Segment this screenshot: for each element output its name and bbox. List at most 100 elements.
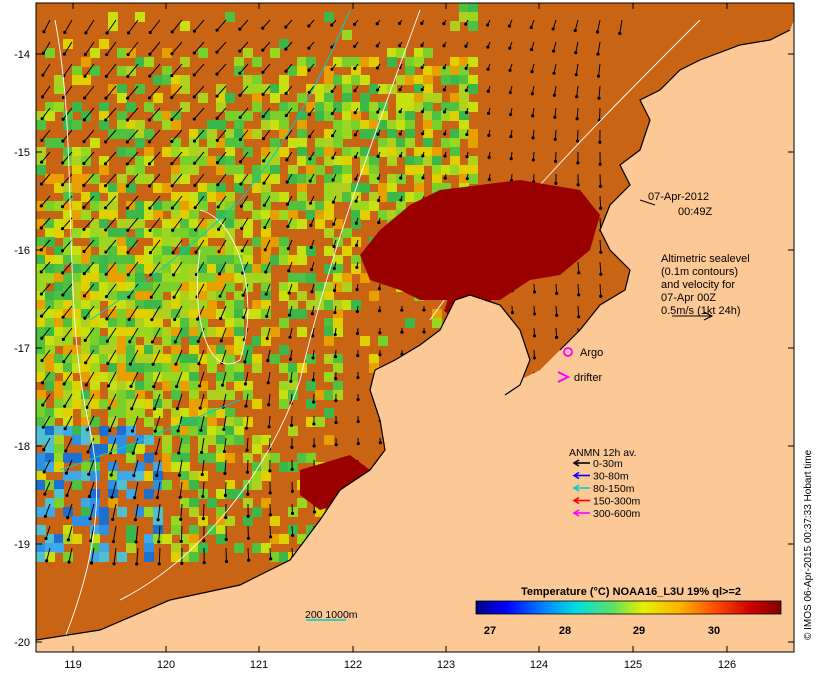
sst-pixel bbox=[459, 120, 469, 130]
sst-pixel bbox=[405, 57, 415, 67]
sst-pixel bbox=[180, 165, 190, 175]
depth-legend-label: 300-600m bbox=[593, 508, 641, 520]
sst-pixel bbox=[153, 507, 163, 517]
velocity-arrowhead bbox=[42, 30, 45, 33]
velocity-arrowhead bbox=[174, 340, 177, 343]
velocity-arrowhead bbox=[40, 292, 43, 295]
velocity-arrowhead bbox=[332, 178, 335, 181]
sst-pixel bbox=[297, 93, 307, 103]
velocity-arrowhead bbox=[170, 74, 173, 77]
velocity-arrowhead bbox=[420, 44, 423, 47]
sst-pixel bbox=[216, 84, 226, 94]
sst-pixel bbox=[207, 498, 217, 508]
velocity-arrowhead bbox=[262, 181, 265, 184]
velocity-arrowhead bbox=[83, 272, 86, 275]
velocity-arrowhead bbox=[288, 313, 291, 316]
sst-pixel bbox=[162, 336, 172, 346]
velocity-arrowhead bbox=[599, 207, 602, 210]
sst-pixel bbox=[252, 363, 262, 373]
sst-pixel bbox=[252, 399, 262, 409]
sst-pixel bbox=[324, 183, 334, 193]
velocity-arrowhead bbox=[574, 51, 577, 54]
sst-pixel bbox=[306, 417, 316, 427]
velocity-arrowhead bbox=[266, 359, 269, 362]
sst-pixel bbox=[225, 273, 235, 283]
sst-pixel bbox=[333, 120, 343, 130]
velocity-arrowhead bbox=[284, 47, 287, 50]
velocity-arrowhead bbox=[552, 27, 555, 30]
sst-pixel bbox=[279, 534, 289, 544]
sst-pixel bbox=[36, 399, 46, 409]
sst-pixel bbox=[63, 318, 73, 328]
sst-pixel bbox=[342, 84, 352, 94]
velocity-arrowhead bbox=[176, 407, 179, 410]
sst-pixel bbox=[315, 417, 325, 427]
velocity-arrowhead bbox=[84, 53, 87, 56]
velocity-arrowhead bbox=[353, 23, 356, 26]
sst-pixel bbox=[324, 390, 334, 400]
velocity-arrowhead bbox=[269, 513, 272, 516]
velocity-arrowhead bbox=[356, 354, 359, 357]
sst-pixel bbox=[279, 291, 289, 301]
velocity-arrowhead bbox=[104, 97, 107, 100]
sst-pixel bbox=[261, 273, 271, 283]
colorbar-tick: 29 bbox=[633, 625, 645, 637]
velocity-arrowhead bbox=[530, 48, 533, 51]
sst-pixel bbox=[72, 480, 82, 490]
sst-pixel bbox=[333, 165, 343, 175]
sst-pixel bbox=[468, 165, 478, 175]
sst-pixel bbox=[225, 453, 235, 463]
sst-pixel bbox=[225, 345, 235, 355]
sst-pixel bbox=[450, 147, 460, 157]
sst-pixel bbox=[117, 408, 127, 418]
velocity-arrowhead bbox=[332, 223, 335, 226]
sst-pixel bbox=[117, 174, 127, 184]
sst-pixel bbox=[90, 48, 100, 58]
sst-pixel bbox=[351, 75, 361, 85]
sst-pixel bbox=[72, 309, 82, 319]
sst-pixel bbox=[306, 354, 316, 364]
velocity-arrowhead bbox=[575, 95, 578, 98]
sst-pixel bbox=[324, 408, 334, 418]
sst-pixel bbox=[396, 75, 406, 85]
sst-pixel bbox=[144, 417, 154, 427]
sst-pixel bbox=[54, 273, 64, 283]
sst-pixel bbox=[81, 273, 91, 283]
velocity-arrowhead bbox=[221, 383, 224, 386]
sst-pixel bbox=[180, 282, 190, 292]
velocity-arrowhead bbox=[157, 540, 160, 543]
sst-pixel bbox=[189, 345, 199, 355]
velocity-arrow bbox=[203, 504, 204, 519]
sst-pixel bbox=[297, 246, 307, 256]
velocity-arrowhead bbox=[333, 267, 336, 270]
sst-pixel bbox=[279, 282, 289, 292]
velocity-arrowhead bbox=[177, 451, 180, 454]
sst-pixel bbox=[450, 75, 460, 85]
sst-pixel bbox=[342, 192, 352, 202]
velocity-arrowhead bbox=[111, 518, 114, 521]
sst-pixel bbox=[81, 255, 91, 265]
sst-pixel bbox=[171, 462, 181, 472]
sst-pixel bbox=[117, 219, 127, 229]
velocity-arrowhead bbox=[399, 110, 402, 113]
velocity-arrowhead bbox=[126, 206, 129, 209]
sst-pixel bbox=[126, 372, 136, 382]
sst-pixel bbox=[171, 120, 181, 130]
sst-pixel bbox=[162, 228, 172, 238]
velocity-arrowhead bbox=[466, 177, 469, 180]
velocity-arrowhead bbox=[240, 205, 243, 208]
sst-pixel bbox=[108, 282, 118, 292]
sst-pixel bbox=[279, 255, 289, 265]
y-tick-label: -20 bbox=[14, 637, 30, 649]
sst-pixel bbox=[342, 165, 352, 175]
x-tick-label: 121 bbox=[250, 659, 268, 671]
velocity-arrowhead bbox=[286, 225, 289, 228]
sst-pixel bbox=[144, 552, 154, 562]
sst-pixel bbox=[324, 138, 334, 148]
velocity-arrowhead bbox=[199, 407, 202, 410]
sst-pixel bbox=[324, 300, 334, 310]
sst-pixel bbox=[36, 408, 46, 418]
velocity-arrowhead bbox=[83, 75, 86, 78]
velocity-arrowhead bbox=[154, 452, 157, 455]
sst-pixel bbox=[288, 273, 298, 283]
